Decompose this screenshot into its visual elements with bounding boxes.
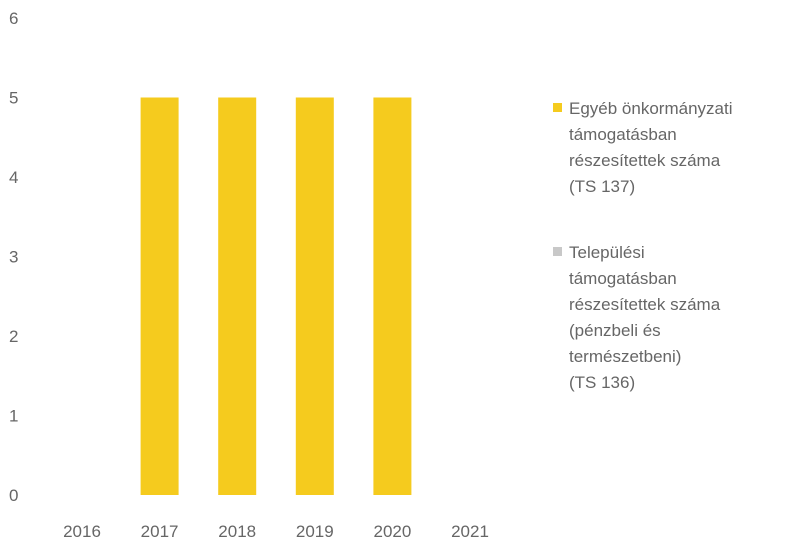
- y-tick-label-1: 1: [9, 407, 18, 426]
- x-tick-label-2018: 2018: [218, 522, 256, 541]
- bar-ts137-2019: [295, 97, 334, 495]
- y-tick-label-5: 5: [9, 89, 18, 108]
- chart-plot: 0 1 2 3 4 5 6 2016 2017 2018 2019 2020 2021: [9, 9, 489, 541]
- x-tick-label-2021: 2021: [451, 522, 489, 541]
- x-tick-label-2019: 2019: [296, 522, 334, 541]
- bar-ts137-2017: [140, 97, 179, 495]
- legend: Egyéb önkormányzati támogatásban részesí…: [553, 96, 783, 436]
- y-tick-label-6: 6: [9, 9, 18, 28]
- y-tick-label-3: 3: [9, 248, 18, 267]
- legend-swatch-ts137: [553, 103, 562, 112]
- y-tick-label-2: 2: [9, 327, 18, 346]
- legend-item-ts137: Egyéb önkormányzati támogatásban részesí…: [553, 96, 783, 200]
- x-tick-label-2020: 2020: [373, 522, 411, 541]
- legend-label-ts136: Települési támogatásban részesítettek sz…: [569, 243, 721, 392]
- x-tick-label-2017: 2017: [141, 522, 179, 541]
- x-tick-label-2016: 2016: [63, 522, 101, 541]
- legend-label-ts137: Egyéb önkormányzati támogatásban részesí…: [569, 99, 733, 196]
- y-tick-label-0: 0: [9, 486, 18, 505]
- legend-swatch-ts136: [553, 247, 562, 256]
- bar-ts137-2018: [218, 97, 257, 495]
- bar-ts137-2020: [373, 97, 412, 495]
- legend-item-ts136: Települési támogatásban részesítettek sz…: [553, 240, 783, 396]
- y-tick-label-4: 4: [9, 168, 18, 187]
